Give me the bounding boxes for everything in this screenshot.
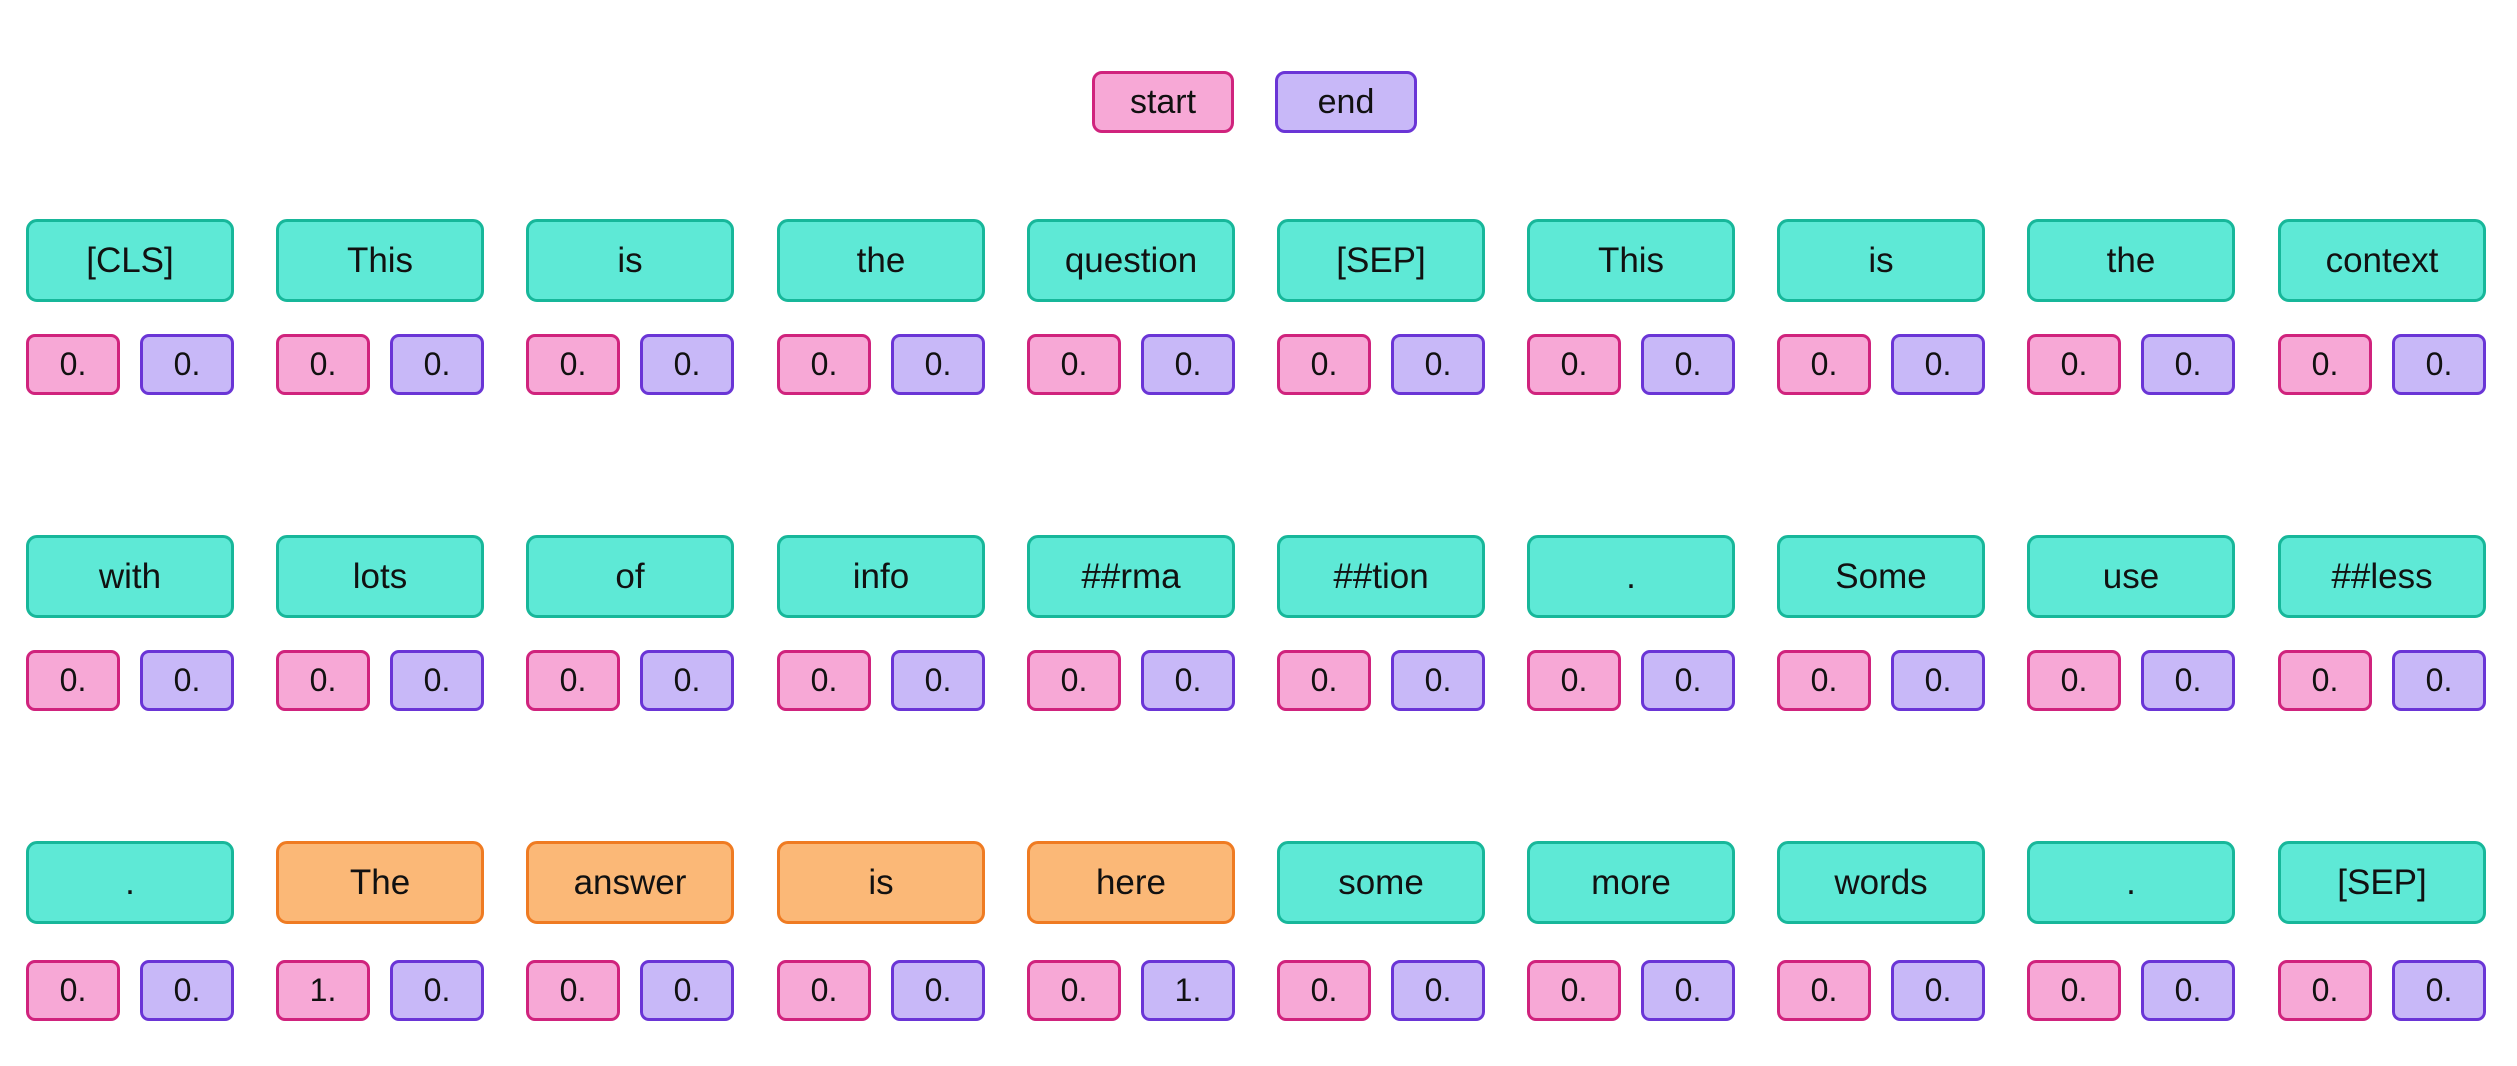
- token: .: [2027, 841, 2235, 924]
- end-score: 0.: [2392, 650, 2486, 711]
- token: ##rma: [1027, 535, 1235, 618]
- answer-token: here: [1027, 841, 1235, 924]
- start-score: 0.: [26, 334, 120, 395]
- start-score: 0.: [1027, 650, 1121, 711]
- answer-token: The: [276, 841, 484, 924]
- end-score: 0.: [1141, 650, 1235, 711]
- start-score: 0.: [1777, 334, 1871, 395]
- legend-start: start: [1092, 71, 1234, 133]
- start-score: 0.: [1777, 650, 1871, 711]
- token: lots: [276, 535, 484, 618]
- end-score: 0.: [891, 650, 985, 711]
- start-score: 0.: [777, 650, 871, 711]
- end-score: 1.: [1141, 960, 1235, 1021]
- token: [CLS]: [26, 219, 234, 302]
- token: .: [1527, 535, 1735, 618]
- token: [SEP]: [2278, 841, 2486, 924]
- start-score: 0.: [26, 650, 120, 711]
- token: Some: [1777, 535, 1985, 618]
- end-score: 0.: [2392, 334, 2486, 395]
- token: ##less: [2278, 535, 2486, 618]
- start-score: 0.: [26, 960, 120, 1021]
- start-score: 0.: [276, 334, 370, 395]
- token: [SEP]: [1277, 219, 1485, 302]
- end-score: 0.: [140, 334, 234, 395]
- end-score: 0.: [640, 960, 734, 1021]
- token: question: [1027, 219, 1235, 302]
- start-score: 0.: [1527, 334, 1621, 395]
- token: more: [1527, 841, 1735, 924]
- end-score: 0.: [2141, 960, 2235, 1021]
- token: is: [1777, 219, 1985, 302]
- token: This: [276, 219, 484, 302]
- end-score: 0.: [891, 334, 985, 395]
- end-score: 0.: [1391, 960, 1485, 1021]
- end-score: 0.: [1391, 650, 1485, 711]
- token: use: [2027, 535, 2235, 618]
- start-score: 0.: [2027, 960, 2121, 1021]
- end-score: 0.: [640, 650, 734, 711]
- token: words: [1777, 841, 1985, 924]
- start-score: 0.: [2027, 650, 2121, 711]
- start-score: 1.: [276, 960, 370, 1021]
- start-score: 0.: [2278, 960, 2372, 1021]
- end-score: 0.: [1891, 960, 1985, 1021]
- end-score: 0.: [1891, 650, 1985, 711]
- token: context: [2278, 219, 2486, 302]
- start-score: 0.: [526, 960, 620, 1021]
- start-score: 0.: [1027, 960, 1121, 1021]
- end-score: 0.: [390, 960, 484, 1021]
- legend-end: end: [1275, 71, 1417, 133]
- start-score: 0.: [276, 650, 370, 711]
- end-score: 0.: [2141, 650, 2235, 711]
- end-score: 0.: [1141, 334, 1235, 395]
- start-score: 0.: [1777, 960, 1871, 1021]
- token: This: [1527, 219, 1735, 302]
- token: some: [1277, 841, 1485, 924]
- start-score: 0.: [1027, 334, 1121, 395]
- token: ##tion: [1277, 535, 1485, 618]
- start-score: 0.: [1527, 960, 1621, 1021]
- token: is: [526, 219, 734, 302]
- start-score: 0.: [1277, 334, 1371, 395]
- end-score: 0.: [1641, 650, 1735, 711]
- start-score: 0.: [777, 334, 871, 395]
- end-score: 0.: [891, 960, 985, 1021]
- start-score: 0.: [526, 650, 620, 711]
- end-score: 0.: [2392, 960, 2486, 1021]
- token: info: [777, 535, 985, 618]
- start-score: 0.: [777, 960, 871, 1021]
- start-score: 0.: [1527, 650, 1621, 711]
- token: .: [26, 841, 234, 924]
- end-score: 0.: [2141, 334, 2235, 395]
- start-score: 0.: [2278, 334, 2372, 395]
- end-score: 0.: [1391, 334, 1485, 395]
- end-score: 0.: [1641, 334, 1735, 395]
- start-score: 0.: [1277, 960, 1371, 1021]
- token: of: [526, 535, 734, 618]
- token: with: [26, 535, 234, 618]
- token: the: [2027, 219, 2235, 302]
- end-score: 0.: [140, 960, 234, 1021]
- end-score: 0.: [1641, 960, 1735, 1021]
- start-score: 0.: [2278, 650, 2372, 711]
- start-score: 0.: [526, 334, 620, 395]
- answer-token: is: [777, 841, 985, 924]
- end-score: 0.: [140, 650, 234, 711]
- end-score: 0.: [390, 334, 484, 395]
- token: the: [777, 219, 985, 302]
- start-score: 0.: [1277, 650, 1371, 711]
- answer-token: answer: [526, 841, 734, 924]
- end-score: 0.: [390, 650, 484, 711]
- end-score: 0.: [640, 334, 734, 395]
- end-score: 0.: [1891, 334, 1985, 395]
- start-score: 0.: [2027, 334, 2121, 395]
